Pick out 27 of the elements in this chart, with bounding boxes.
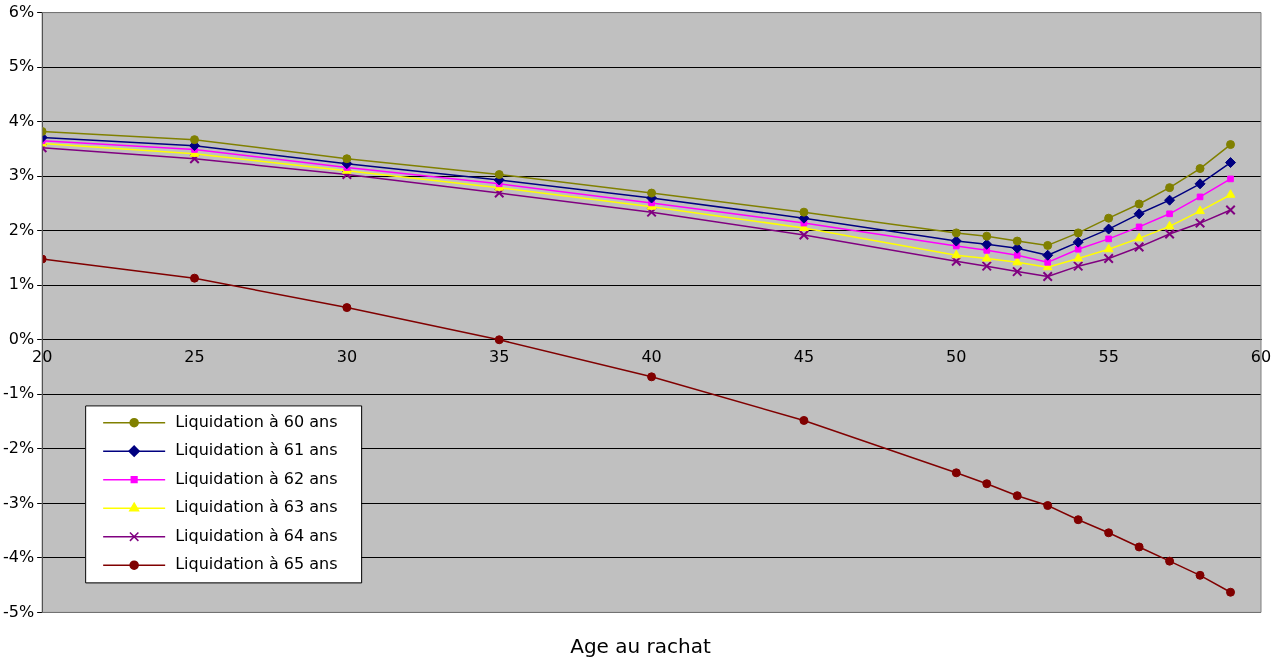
y-tick-label: -1% xyxy=(3,383,35,403)
x-tick-label: 40 xyxy=(641,346,662,366)
y-tick-label: 0% xyxy=(8,328,35,348)
x-tick-label: 25 xyxy=(184,346,205,366)
y-tick-label: 4% xyxy=(8,110,35,130)
x-tick-label: 30 xyxy=(336,346,358,366)
x-axis-title: Age au rachat xyxy=(569,634,712,658)
y-tick-label: 3% xyxy=(8,165,35,185)
x-tick-label: 45 xyxy=(793,346,815,366)
x-tick-label: 55 xyxy=(1098,346,1119,366)
legend-label: Liquidation à 64 ans xyxy=(175,525,338,545)
x-tick-label: 50 xyxy=(946,346,967,366)
y-tick-label: 2% xyxy=(8,219,35,239)
x-tick-label: 35 xyxy=(489,346,510,366)
legend-label: Liquidation à 60 ans xyxy=(175,411,338,431)
legend-label: Liquidation à 62 ans xyxy=(175,468,338,488)
legend-label: Liquidation à 63 ans xyxy=(175,497,338,517)
x-tick-label: 60 xyxy=(1250,346,1272,366)
y-tick-label: 6% xyxy=(8,1,35,21)
y-tick-label: -3% xyxy=(3,492,35,512)
legend-label: Liquidation à 61 ans xyxy=(175,440,338,460)
y-tick-label: 1% xyxy=(8,274,35,294)
y-tick-label: 5% xyxy=(8,56,35,76)
y-tick-label: -5% xyxy=(3,601,35,621)
y-tick-label: -4% xyxy=(3,547,35,567)
legend-label: Liquidation à 65 ans xyxy=(175,554,338,574)
y-tick-label: -2% xyxy=(3,437,35,457)
